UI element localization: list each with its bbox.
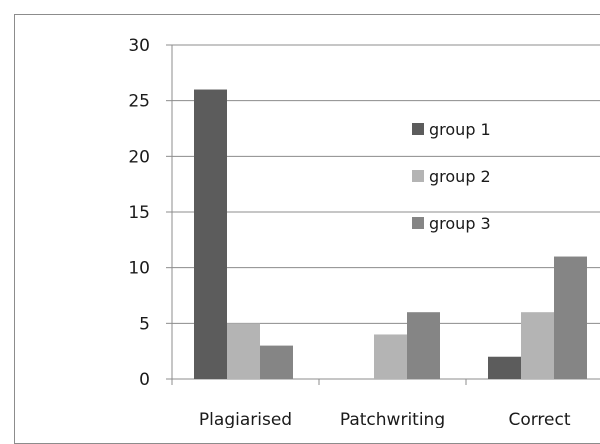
labels: 0 5 10 15 20 25 30 Plagiarised Patchwriting Corre… bbox=[128, 36, 570, 428]
bar bbox=[554, 256, 587, 379]
legend-swatch bbox=[412, 123, 424, 135]
bar bbox=[407, 312, 440, 379]
legend-swatch bbox=[412, 170, 424, 182]
y-tick-label: 5 bbox=[139, 314, 150, 334]
legend-swatch bbox=[412, 217, 424, 229]
bar bbox=[521, 312, 554, 379]
x-category-label: Patchwriting bbox=[340, 410, 445, 428]
legend-label: group 2 bbox=[429, 167, 491, 186]
bar bbox=[227, 323, 260, 379]
y-tick-label: 20 bbox=[128, 147, 150, 167]
bar-chart: 0 5 10 15 20 25 30 Plagiarised Patchwriting Corre… bbox=[128, 36, 600, 428]
gridlines bbox=[172, 44, 600, 324]
y-tick-label: 0 bbox=[139, 370, 150, 390]
legend: group 1 group 2 group 3 bbox=[412, 120, 491, 233]
y-tick-label: 25 bbox=[128, 92, 150, 112]
x-category-label: Correct bbox=[508, 410, 570, 428]
legend-label: group 1 bbox=[429, 120, 491, 139]
legend-label: group 3 bbox=[429, 214, 491, 233]
x-category-label: Plagiarised bbox=[199, 410, 292, 428]
bar bbox=[488, 356, 521, 379]
y-tick-label: 15 bbox=[128, 203, 150, 223]
bar bbox=[194, 89, 227, 380]
y-tick-label: 10 bbox=[128, 259, 150, 279]
y-tick-label: 30 bbox=[128, 36, 150, 56]
bar bbox=[260, 345, 293, 379]
bar bbox=[374, 334, 407, 379]
bars bbox=[194, 89, 587, 380]
